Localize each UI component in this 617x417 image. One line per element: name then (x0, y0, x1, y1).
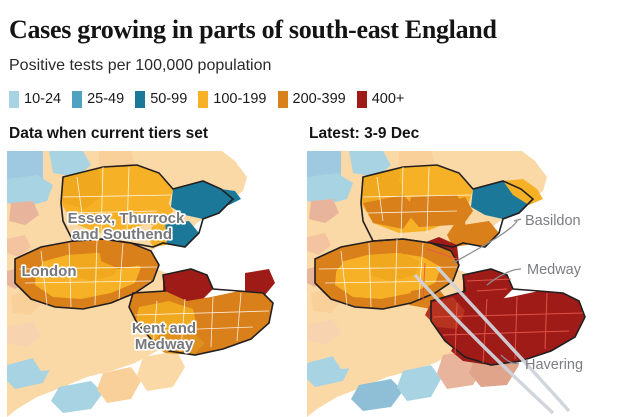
callout-label-medway: Medway (527, 262, 582, 278)
region-essex-mid (363, 195, 417, 229)
leader-basildon-tick (513, 218, 522, 222)
region-patch (33, 341, 75, 371)
region-patch (97, 367, 141, 403)
region-patch (309, 199, 339, 223)
legend-item-50-99: 50-99 (135, 90, 188, 108)
region-essex-south (447, 221, 467, 247)
region-patch (49, 151, 91, 177)
region-medway (463, 269, 513, 303)
region-thurrock (163, 221, 199, 247)
internal-borders (18, 166, 270, 352)
page-title: Cases growing in parts of south-east Eng… (9, 15, 497, 44)
region-patch (307, 319, 341, 345)
legend-label: 400+ (371, 91, 405, 107)
region-patch (137, 351, 185, 391)
map-left: Essex, Thurrock and Southend London Kent… (7, 151, 279, 417)
region-patch (349, 151, 391, 177)
boundary-kent (430, 268, 586, 366)
legend-label: 100-199 (213, 91, 267, 107)
panel-title-right: Latest: 3-9 Dec (309, 125, 420, 142)
region-patch (307, 233, 331, 255)
sash-line-2 (435, 265, 571, 413)
region-patch (51, 381, 103, 413)
region-essex-north (99, 165, 159, 203)
map-label-kent-line2: Medway (135, 336, 194, 353)
leader-medway (486, 268, 522, 286)
boundary-kent (128, 268, 274, 356)
sash-line (413, 273, 555, 415)
map-label-essex-line1: Essex, Thurrock (68, 210, 185, 227)
region-medway (163, 269, 213, 303)
map-label-kent-line1: Kent and (132, 320, 196, 337)
boundary-london (14, 238, 160, 310)
legend-label: 10-24 (24, 91, 62, 107)
legend-label: 25-49 (87, 91, 125, 107)
region-patch (333, 339, 375, 369)
region-london-core (369, 253, 419, 281)
region-patch (351, 379, 403, 411)
region-thanet (245, 269, 275, 295)
legend-item-400-plus: 400+ (356, 90, 405, 108)
legend-swatch (277, 90, 288, 108)
map-label-essex-line2: and Southend (72, 226, 172, 243)
region-thurrock (463, 221, 499, 247)
legend-label: 200-399 (292, 91, 346, 107)
legend-item-10-24: 10-24 (9, 90, 62, 108)
region-kent-south (451, 337, 501, 365)
callout-label-basildon: Basildon (525, 213, 581, 229)
legend-item-25-49: 25-49 (72, 90, 125, 108)
subtitle: Positive tests per 100,000 population (9, 57, 272, 74)
leader-basildon (452, 220, 518, 264)
region-kent-west (425, 297, 465, 329)
map-right: Basildon Medway Havering (307, 151, 617, 417)
region-essex-west (63, 169, 103, 209)
legend: 10-24 25-49 50-99 100-199 200-399 400+ (9, 89, 415, 109)
boundary-london (314, 238, 460, 310)
region-patch (7, 321, 41, 347)
region-patch (397, 365, 441, 401)
legend-label: 50-99 (150, 91, 188, 107)
region-patch (9, 201, 39, 225)
region-patch (307, 173, 353, 205)
panel-title-left: Data when current tiers set (9, 125, 208, 142)
internal-borders-red (422, 248, 584, 364)
legend-swatch (135, 90, 146, 108)
region-patch (7, 175, 53, 207)
legend-swatch (198, 90, 209, 108)
legend-swatch (72, 90, 83, 108)
map-label-london: London (22, 263, 77, 280)
legend-swatch (9, 90, 19, 108)
legend-item-100-199: 100-199 (198, 90, 267, 108)
internal-borders (318, 166, 472, 308)
region-patch (7, 235, 31, 257)
legend-item-200-399: 200-399 (277, 90, 346, 108)
region-essex-south (147, 221, 167, 247)
region-southend (171, 181, 233, 219)
callout-label-havering: Havering (525, 357, 583, 373)
leader-havering (500, 354, 520, 365)
region-essex-north (399, 165, 459, 203)
legend-swatch (356, 90, 367, 108)
